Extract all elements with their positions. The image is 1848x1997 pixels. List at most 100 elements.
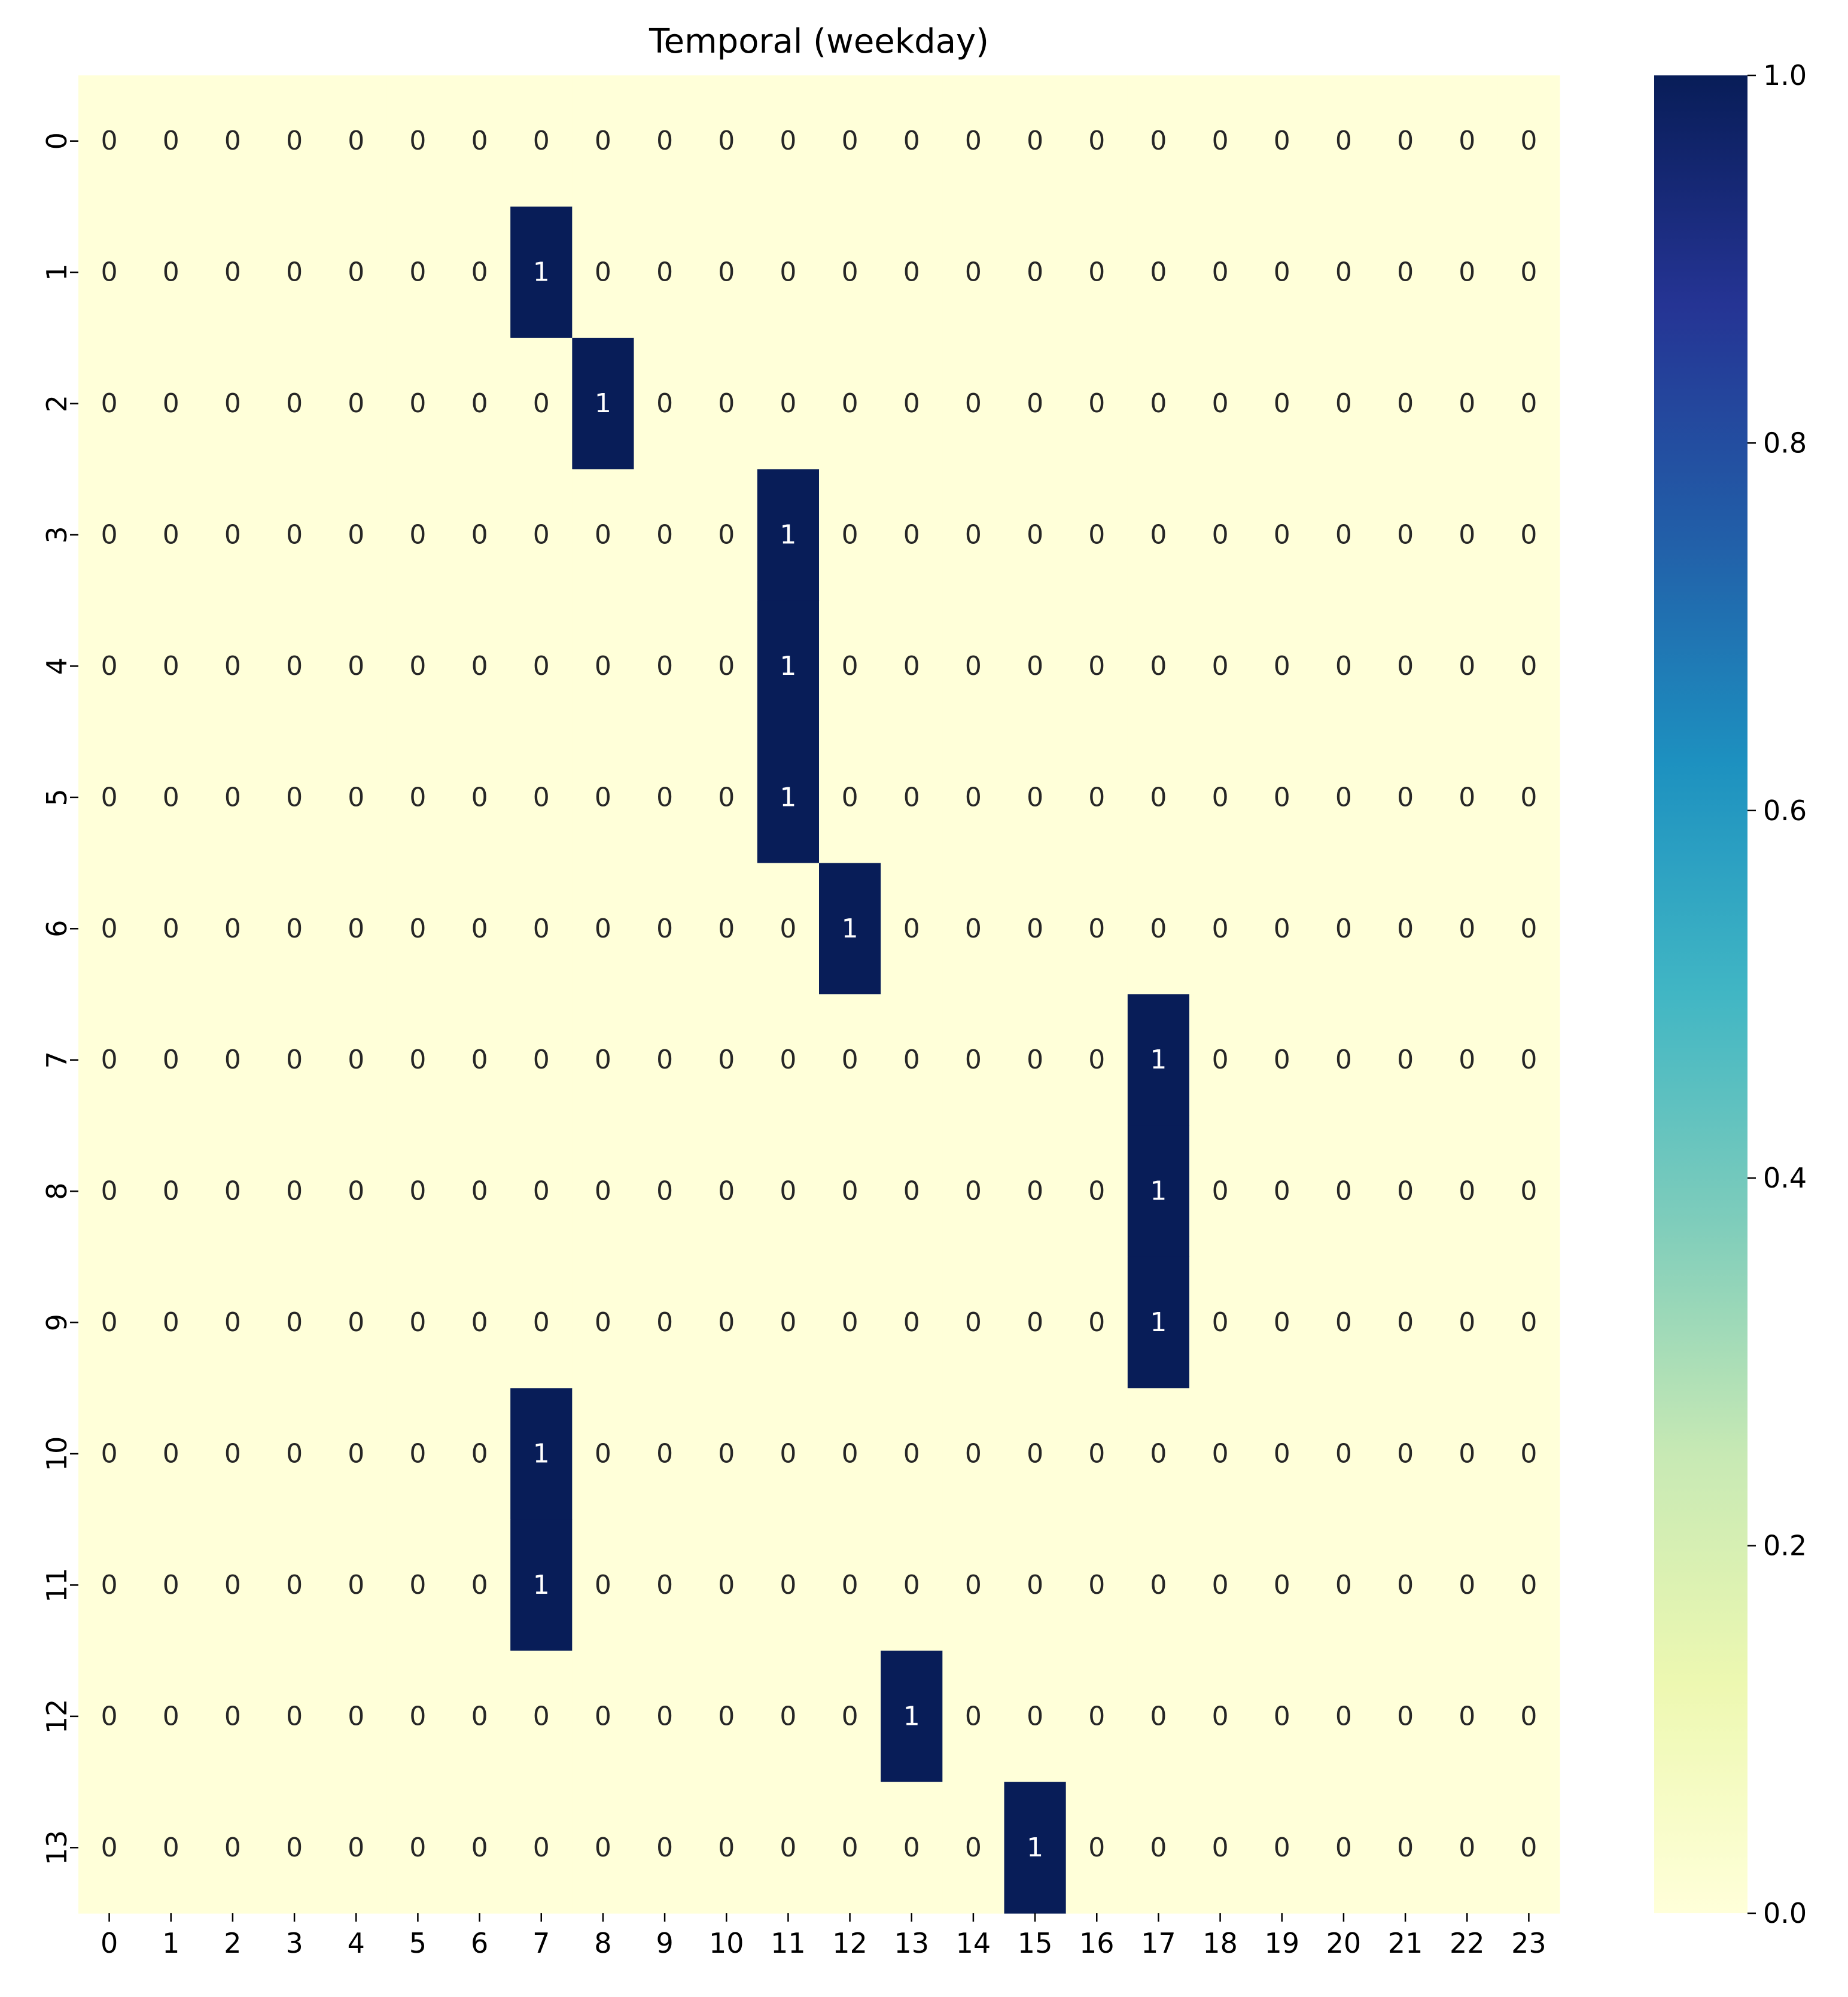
- heatmap-cell: [1374, 732, 1437, 864]
- heatmap-cell-label: 0: [471, 1176, 488, 1207]
- heatmap-cell-label: 1: [1150, 1045, 1167, 1075]
- x-tick-label: 19: [1264, 1927, 1299, 1959]
- heatmap-cell: [1313, 1388, 1375, 1520]
- heatmap-cell-label: 0: [842, 1832, 858, 1863]
- heatmap-cell-label: 0: [1212, 388, 1229, 419]
- heatmap-cell-label: 0: [286, 651, 303, 681]
- y-tick-label: 2: [41, 395, 73, 412]
- heatmap-cell: [1189, 732, 1252, 864]
- heatmap-cell-label: 0: [718, 914, 735, 944]
- heatmap-cell: [1065, 206, 1128, 339]
- heatmap-cell-label: 0: [1520, 520, 1537, 550]
- heatmap-cell: [1436, 1125, 1499, 1258]
- heatmap-cell-label: 0: [1397, 126, 1414, 156]
- heatmap-cell: [449, 1782, 511, 1914]
- heatmap-cell-label: 0: [224, 1307, 241, 1338]
- heatmap-cell-label: 0: [533, 1832, 550, 1863]
- heatmap-cell: [1436, 1388, 1499, 1520]
- heatmap-cell-label: 0: [1088, 1307, 1105, 1338]
- heatmap-cell-label: 0: [1459, 1832, 1475, 1863]
- heatmap-cell-label: 0: [595, 1570, 611, 1600]
- heatmap-cell-label: 0: [842, 388, 858, 419]
- heatmap-cell-label: 0: [1397, 651, 1414, 681]
- heatmap-cell: [1127, 1256, 1190, 1389]
- heatmap-cell: [1374, 600, 1437, 732]
- heatmap-cell: [1497, 1388, 1560, 1520]
- heatmap-cell: [881, 75, 943, 208]
- heatmap-cell: [572, 994, 635, 1127]
- heatmap-cell: [78, 994, 141, 1127]
- heatmap-cell: [757, 206, 820, 339]
- heatmap-cell-label: 1: [903, 1701, 920, 1731]
- heatmap-cell-label: 0: [595, 914, 611, 944]
- y-tick-label: 11: [41, 1567, 73, 1603]
- heatmap-cell-label: 0: [163, 782, 179, 812]
- heatmap-cell-label: 0: [1459, 520, 1475, 550]
- heatmap-cell-label: 0: [595, 1045, 611, 1075]
- heatmap-cell: [1004, 1256, 1067, 1389]
- x-tick-label: 5: [409, 1927, 427, 1959]
- heatmap-cell-label: 0: [780, 1176, 796, 1207]
- heatmap-cell: [819, 469, 881, 601]
- heatmap-cell: [78, 206, 141, 339]
- heatmap-cell-label: 0: [1274, 257, 1290, 288]
- heatmap-cell-label: 0: [471, 782, 488, 812]
- heatmap-cell-label: 0: [718, 520, 735, 550]
- heatmap-cell: [881, 1125, 943, 1258]
- heatmap-cell-label: 0: [163, 1176, 179, 1207]
- heatmap-cell-label: 0: [842, 126, 858, 156]
- y-tick-label: 3: [41, 526, 73, 543]
- heatmap-cell: [449, 1125, 511, 1258]
- heatmap-cell: [1251, 994, 1313, 1127]
- heatmap-cell-label: 0: [965, 1307, 982, 1338]
- heatmap-cell: [1004, 1651, 1067, 1783]
- heatmap-cell-label: 0: [1212, 1307, 1229, 1338]
- heatmap-cell-label: 0: [1520, 126, 1537, 156]
- heatmap-cell: [386, 75, 449, 208]
- y-tick-label: 13: [41, 1830, 73, 1865]
- heatmap-cell: [757, 1125, 820, 1258]
- heatmap-cell-label: 0: [101, 1307, 118, 1338]
- heatmap-cell: [1497, 469, 1560, 601]
- heatmap-cell-label: 0: [1335, 1045, 1352, 1075]
- heatmap-cell: [1436, 206, 1499, 339]
- heatmap-cell-label: 0: [409, 1045, 426, 1075]
- heatmap-cell: [1251, 1125, 1313, 1258]
- heatmap-cell: [1251, 1519, 1313, 1651]
- heatmap-cell-label: 0: [163, 520, 179, 550]
- heatmap-cell: [263, 337, 326, 470]
- heatmap-cell: [1497, 337, 1560, 470]
- heatmap-cell-label: 0: [656, 257, 673, 288]
- y-tick-label: 9: [41, 1314, 73, 1331]
- heatmap-cell-label: 0: [1212, 257, 1229, 288]
- heatmap-cell-label: 0: [718, 651, 735, 681]
- heatmap-cell-label: 0: [780, 1307, 796, 1338]
- heatmap-cell: [572, 1782, 635, 1914]
- heatmap-cell: [510, 1125, 573, 1258]
- heatmap-cell: [572, 1256, 635, 1389]
- heatmap-cell: [1497, 1519, 1560, 1651]
- heatmap-cell-label: 0: [286, 126, 303, 156]
- heatmap-cell-label: 0: [656, 1701, 673, 1731]
- heatmap-cell: [1436, 75, 1499, 208]
- heatmap-cell-label: 0: [1520, 388, 1537, 419]
- heatmap-cell-label: 0: [1212, 914, 1229, 944]
- heatmap-cell-label: 0: [101, 914, 118, 944]
- heatmap-cell-label: 0: [1150, 520, 1167, 550]
- heatmap-cell: [202, 1519, 264, 1651]
- heatmap-cell: [1065, 863, 1128, 995]
- colorbar-tick-label: 0.2: [1763, 1530, 1807, 1562]
- heatmap-cell: [263, 1125, 326, 1258]
- heatmap-cell-label: 0: [1212, 1439, 1229, 1469]
- heatmap-cell-label: 0: [1459, 1045, 1475, 1075]
- heatmap-cell: [78, 1519, 141, 1651]
- heatmap-cell: [757, 1519, 820, 1651]
- heatmap-cell: [1313, 863, 1375, 995]
- heatmap-cell-label: 0: [842, 1176, 858, 1207]
- heatmap-cell-label: 0: [718, 388, 735, 419]
- heatmap-cell-label: 0: [1088, 1439, 1105, 1469]
- heatmap-cell-label: 0: [1027, 388, 1043, 419]
- heatmap-cell: [325, 994, 388, 1127]
- heatmap-cell-label: 0: [409, 1832, 426, 1863]
- heatmap-cell-label: 0: [471, 651, 488, 681]
